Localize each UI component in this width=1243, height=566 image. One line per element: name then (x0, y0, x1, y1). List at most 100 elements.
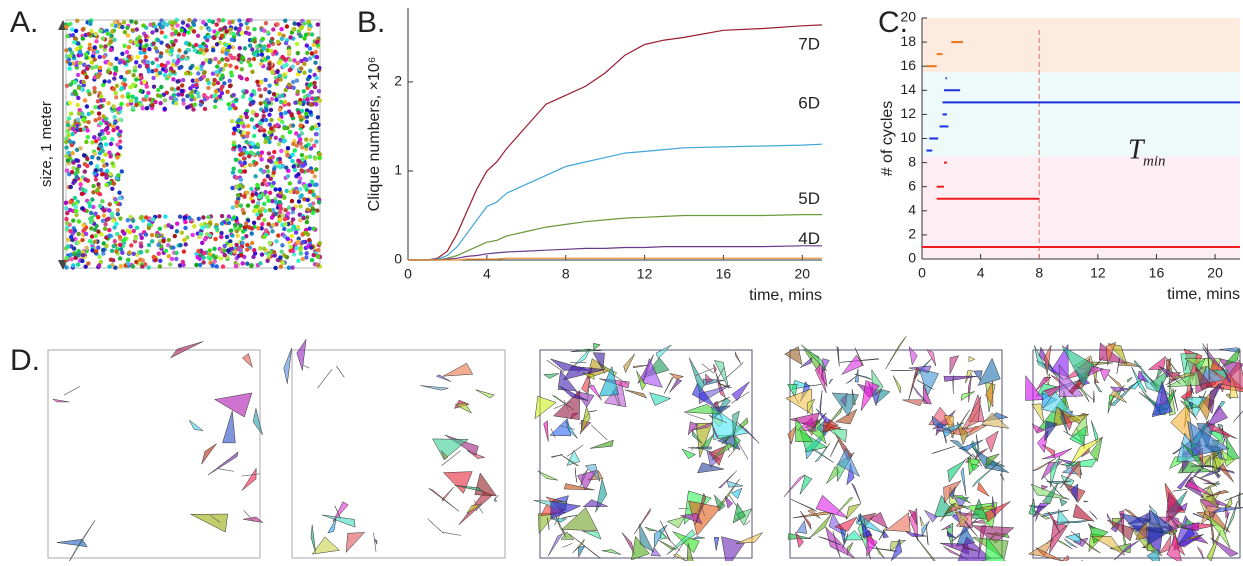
speck (76, 118, 80, 122)
x-tick-label: 0 (404, 266, 412, 282)
speck (293, 148, 297, 152)
speck (290, 199, 294, 203)
speck (105, 174, 109, 178)
speck (143, 55, 147, 59)
speck (252, 248, 256, 252)
y-tick-label: 2 (908, 226, 916, 242)
speck (239, 253, 243, 257)
speck (180, 28, 184, 32)
speck (215, 42, 219, 46)
speck (95, 188, 99, 192)
speck (300, 153, 304, 157)
speck (269, 39, 273, 43)
speck (134, 260, 138, 264)
speck (112, 87, 116, 91)
speck (298, 204, 302, 208)
speck (174, 251, 178, 255)
speck (229, 229, 233, 233)
speck (308, 56, 312, 60)
speck (263, 190, 267, 194)
speck (114, 95, 118, 99)
speck (80, 192, 84, 196)
speck (97, 137, 101, 141)
speck (169, 225, 173, 229)
speck (84, 140, 88, 144)
speck (174, 101, 178, 105)
speck (235, 204, 239, 208)
speck (186, 30, 190, 34)
speck (237, 118, 241, 122)
speck (304, 137, 308, 141)
x-tick-label: 20 (1207, 265, 1223, 281)
speck (304, 144, 308, 148)
speck (213, 78, 217, 82)
speck (245, 191, 249, 195)
speck (123, 83, 127, 87)
speck (256, 226, 260, 230)
speck (142, 48, 146, 52)
speck (115, 155, 119, 159)
speck (191, 20, 195, 24)
speck (265, 165, 269, 169)
speck (109, 142, 113, 146)
speck (232, 93, 236, 97)
speck (274, 136, 278, 140)
speck (71, 218, 75, 222)
speck (310, 51, 314, 55)
speck (246, 26, 250, 30)
speck (156, 38, 160, 42)
speck (180, 83, 184, 87)
speck (122, 20, 126, 24)
speck (158, 264, 162, 268)
speck (84, 232, 88, 236)
speck (316, 22, 320, 26)
speck (95, 164, 99, 168)
speck (74, 213, 78, 217)
speck (260, 150, 264, 154)
x-tick-label: 4 (977, 265, 985, 281)
speck (213, 57, 217, 61)
speck (106, 69, 110, 73)
speck (278, 255, 282, 259)
speck (307, 93, 311, 97)
speck (303, 184, 307, 188)
speck (261, 37, 265, 41)
speck (256, 201, 260, 205)
speck (89, 226, 93, 230)
speck (237, 18, 241, 22)
speck (98, 204, 102, 208)
series-label: 4D (798, 229, 820, 248)
box (48, 350, 260, 558)
speck (107, 79, 111, 83)
speck (69, 253, 73, 257)
speck (180, 231, 184, 235)
speck (299, 193, 303, 197)
speck (76, 253, 80, 257)
speck (305, 208, 309, 212)
speck (71, 181, 75, 185)
speck (247, 154, 251, 158)
speck (125, 50, 129, 54)
speck (270, 97, 274, 101)
speck (308, 69, 312, 73)
speck (196, 71, 200, 75)
speck (230, 56, 234, 60)
speck (108, 154, 112, 158)
speck (309, 138, 313, 142)
speck (264, 108, 268, 112)
speck (260, 222, 264, 226)
panel-label: B. (357, 6, 385, 39)
speck (97, 263, 101, 267)
speck (119, 102, 123, 106)
speck (259, 62, 263, 66)
speck (288, 58, 292, 62)
speck (65, 84, 69, 88)
speck (312, 193, 316, 197)
speck (87, 32, 91, 36)
speck (314, 167, 318, 171)
speck (282, 57, 286, 61)
speck (220, 34, 224, 38)
speck (281, 261, 285, 265)
speck (271, 223, 275, 227)
speck (171, 246, 175, 250)
